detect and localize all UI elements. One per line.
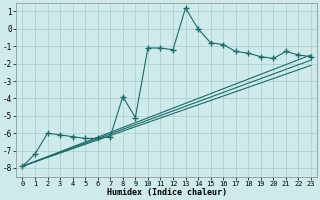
X-axis label: Humidex (Indice chaleur): Humidex (Indice chaleur)	[107, 188, 227, 197]
